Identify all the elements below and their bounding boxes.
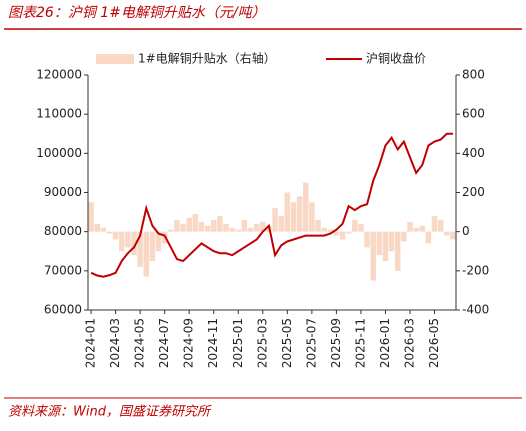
bar: [223, 223, 229, 232]
bar: [401, 231, 407, 242]
bar: [321, 227, 327, 232]
bar: [100, 227, 107, 232]
x-tick-label: 2026-05: [427, 318, 441, 368]
bar: [309, 202, 315, 232]
y2-tick-label: -200: [462, 263, 489, 277]
y-tick-label: 90000: [44, 185, 82, 199]
bar: [358, 223, 364, 232]
bar: [437, 219, 444, 232]
bar: [217, 216, 223, 232]
bar: [143, 231, 150, 277]
bar: [413, 227, 419, 232]
x-tick-label: 2025-01: [231, 318, 245, 368]
bar: [125, 231, 131, 248]
y2-tick-label: 800: [462, 68, 485, 82]
bar: [260, 221, 266, 232]
x-tick-label: 2024-05: [133, 318, 147, 368]
bar: [272, 208, 278, 232]
source: 资料来源：Wind，国盛证券研究所: [8, 404, 212, 420]
bar: [94, 223, 100, 232]
bar: [388, 231, 395, 252]
bar: [364, 231, 370, 248]
y-tick-label: 120000: [36, 68, 82, 82]
price-line: [90, 132, 453, 278]
bar: [327, 229, 334, 232]
y-tick-label: 80000: [44, 224, 82, 238]
bar: [149, 231, 156, 262]
bar: [241, 219, 248, 232]
bar: [431, 216, 438, 232]
y2-tick-label: -400: [462, 303, 489, 317]
y-tick-label: 60000: [44, 303, 82, 317]
x-tick-label: 2024-03: [108, 318, 122, 368]
bar: [180, 223, 186, 232]
bar: [204, 225, 211, 232]
y2-tick-label: 200: [462, 185, 485, 199]
bar: [419, 225, 426, 232]
bar: [186, 217, 192, 232]
x-tick-label: 2024-11: [206, 318, 220, 368]
bar: [425, 231, 432, 244]
x-tick-label: 2024-01: [84, 318, 98, 368]
bar: [315, 219, 321, 232]
bar: [394, 231, 401, 271]
bar: [137, 231, 143, 267]
bar: [253, 223, 260, 232]
x-tick-label: 2025-09: [329, 318, 343, 368]
legend-swatch: [96, 54, 134, 64]
y2-tick-label: 0: [462, 224, 470, 238]
bar: [382, 231, 389, 262]
bar: [88, 202, 94, 232]
bar: [407, 221, 413, 232]
bar: [210, 219, 217, 232]
bar: [112, 231, 119, 240]
bar: [352, 219, 358, 232]
bar: [450, 231, 456, 240]
bar: [247, 227, 254, 232]
bar: [118, 231, 125, 252]
x-tick-label: 2026-01: [378, 318, 392, 368]
bar: [198, 221, 205, 232]
x-tick-label: 2025-07: [304, 318, 318, 368]
bar: [278, 216, 284, 232]
bar: [174, 219, 180, 232]
legend-label: 1#电解铜升贴水（右轴）: [138, 51, 276, 66]
bar: [339, 231, 346, 240]
x-tick-label: 2025-03: [255, 318, 269, 368]
bar: [131, 231, 137, 256]
bar: [155, 231, 162, 252]
bar: [370, 231, 376, 281]
x-tick-label: 2025-05: [280, 318, 294, 368]
chart-title: 图表26：沪铜 1#电解铜升贴水（元/吨）: [8, 5, 266, 21]
bar: [290, 202, 297, 232]
bar: [192, 214, 199, 232]
bar: [168, 229, 174, 232]
bar: [302, 182, 309, 232]
bar: [229, 227, 235, 232]
y-tick-label: 70000: [44, 263, 82, 277]
bar: [444, 231, 450, 236]
y2-tick-label: 600: [462, 107, 485, 121]
legend-label: 沪铜收盘价: [366, 51, 426, 66]
y-tick-label: 100000: [36, 146, 82, 160]
bar: [235, 229, 242, 232]
bar: [106, 231, 113, 234]
x-tick-label: 2024-07: [157, 318, 171, 368]
bar: [376, 231, 383, 256]
y2-tick-label: 400: [462, 146, 485, 160]
x-tick-label: 2026-03: [403, 318, 417, 368]
bar: [284, 192, 291, 232]
bar: [345, 231, 352, 234]
bar: [333, 231, 340, 236]
x-tick-label: 2025-11: [353, 318, 367, 368]
bar: [296, 196, 303, 232]
y-tick-label: 110000: [36, 107, 82, 121]
x-tick-label: 2024-09: [182, 318, 196, 368]
